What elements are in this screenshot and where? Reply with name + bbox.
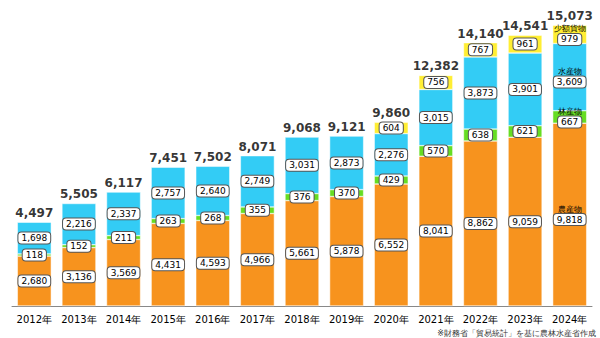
svg-text:4,593: 4,593 <box>200 258 226 268</box>
svg-text:3,901: 3,901 <box>512 84 538 94</box>
svg-text:8,071: 8,071 <box>238 140 276 154</box>
svg-text:211: 211 <box>115 233 132 243</box>
svg-text:979: 979 <box>561 34 578 44</box>
svg-text:2016年: 2016年 <box>195 314 230 325</box>
svg-text:2020年: 2020年 <box>374 314 409 325</box>
svg-text:370: 370 <box>338 188 355 198</box>
svg-text:7,502: 7,502 <box>194 150 232 164</box>
svg-text:2015年: 2015年 <box>150 314 185 325</box>
svg-text:767: 767 <box>472 45 489 55</box>
svg-text:5,661: 5,661 <box>289 248 315 258</box>
svg-text:756: 756 <box>427 77 444 87</box>
svg-text:2019年: 2019年 <box>329 314 364 325</box>
svg-text:3,569: 3,569 <box>111 268 137 278</box>
svg-text:9,818: 9,818 <box>557 215 583 225</box>
svg-text:6,117: 6,117 <box>105 176 143 190</box>
svg-text:6,552: 6,552 <box>378 240 404 250</box>
svg-text:2,873: 2,873 <box>334 158 360 168</box>
svg-text:14,140: 14,140 <box>457 27 503 41</box>
svg-text:9,121: 9,121 <box>328 120 366 134</box>
svg-text:2,276: 2,276 <box>378 150 404 160</box>
svg-text:3,136: 3,136 <box>66 272 92 282</box>
svg-text:2021年: 2021年 <box>418 314 453 325</box>
svg-text:638: 638 <box>472 130 489 140</box>
svg-text:2,640: 2,640 <box>200 186 226 196</box>
svg-text:14,541: 14,541 <box>502 19 548 33</box>
svg-text:355: 355 <box>249 205 266 215</box>
svg-text:2013年: 2013年 <box>61 314 96 325</box>
svg-text:2,757: 2,757 <box>155 188 181 198</box>
svg-text:118: 118 <box>26 250 43 260</box>
svg-text:604: 604 <box>383 123 400 133</box>
svg-text:152: 152 <box>70 241 87 251</box>
svg-text:2,216: 2,216 <box>66 219 92 229</box>
svg-text:2012年: 2012年 <box>17 314 52 325</box>
svg-text:9,059: 9,059 <box>512 217 538 227</box>
svg-text:1,698: 1,698 <box>21 233 47 243</box>
svg-text:5,878: 5,878 <box>334 246 360 256</box>
svg-text:570: 570 <box>427 146 444 156</box>
svg-text:9,068: 9,068 <box>283 121 321 135</box>
svg-text:3,873: 3,873 <box>468 88 494 98</box>
svg-text:2023年: 2023年 <box>507 314 542 325</box>
svg-text:水産物: 水産物 <box>558 67 582 76</box>
svg-text:961: 961 <box>516 39 533 49</box>
svg-text:268: 268 <box>204 213 221 223</box>
svg-text:12,382: 12,382 <box>413 59 459 73</box>
svg-text:3,609: 3,609 <box>557 77 583 87</box>
svg-text:少額貨物: 少額貨物 <box>554 24 586 33</box>
svg-text:263: 263 <box>160 216 177 226</box>
svg-text:林産物: 林産物 <box>557 107 582 116</box>
svg-text:9,860: 9,860 <box>372 106 410 120</box>
svg-text:7,451: 7,451 <box>149 151 187 165</box>
svg-text:667: 667 <box>561 117 578 127</box>
svg-text:15,073: 15,073 <box>547 9 593 23</box>
svg-text:3,015: 3,015 <box>423 113 449 123</box>
svg-text:農産物: 農産物 <box>558 205 582 214</box>
svg-text:2024年: 2024年 <box>552 314 587 325</box>
svg-text:8,041: 8,041 <box>423 226 449 236</box>
svg-text:※財務省「貿易統計」を基に農林水産省作成: ※財務省「貿易統計」を基に農林水産省作成 <box>437 329 596 338</box>
svg-text:621: 621 <box>516 126 533 136</box>
svg-text:2022年: 2022年 <box>463 314 498 325</box>
svg-text:5,505: 5,505 <box>60 187 98 201</box>
svg-text:2017年: 2017年 <box>240 314 275 325</box>
svg-text:4,497: 4,497 <box>15 206 53 220</box>
svg-text:3,031: 3,031 <box>289 160 315 170</box>
svg-text:429: 429 <box>383 175 400 185</box>
svg-text:4,431: 4,431 <box>155 260 181 270</box>
svg-text:2018年: 2018年 <box>284 314 319 325</box>
svg-text:2014年: 2014年 <box>106 314 141 325</box>
svg-text:8,862: 8,862 <box>468 218 494 228</box>
svg-text:2,680: 2,680 <box>21 276 47 286</box>
svg-text:2,337: 2,337 <box>111 209 137 219</box>
svg-text:4,966: 4,966 <box>245 255 271 265</box>
svg-text:2,749: 2,749 <box>245 176 271 186</box>
svg-text:376: 376 <box>293 192 310 202</box>
